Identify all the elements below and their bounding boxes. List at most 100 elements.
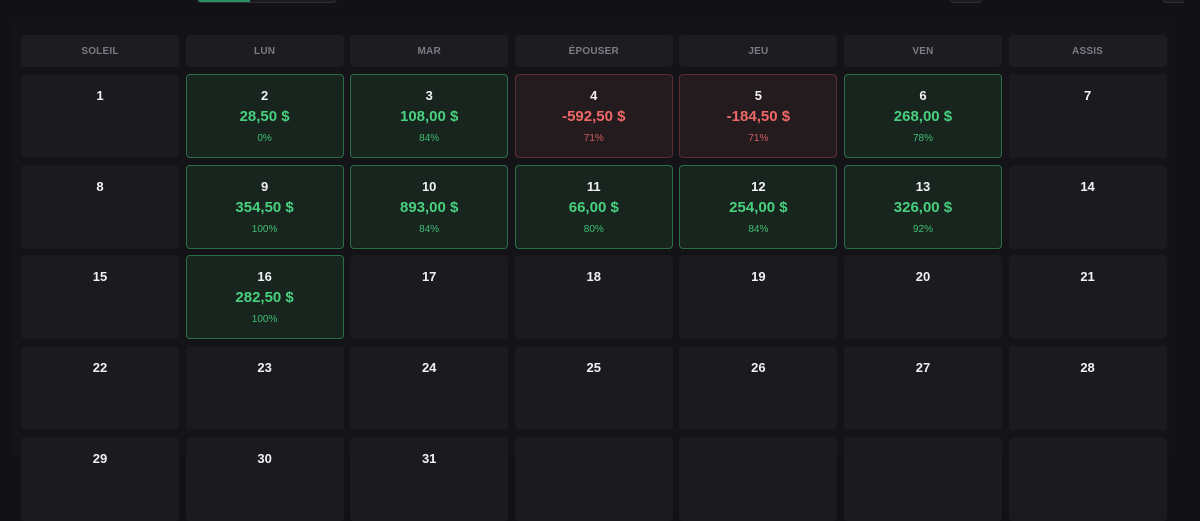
weekday-header: MAR <box>350 35 509 67</box>
day-win-rate: 100% <box>251 223 278 235</box>
day-pnl-amount: 254,00 $ <box>729 198 788 216</box>
day-number: 19 <box>751 269 766 285</box>
calendar-day-cell[interactable]: 16 282,50 $ 100% <box>185 255 344 340</box>
calendar-day-cell[interactable]: 10 893,00 $ 84% <box>350 164 509 249</box>
calendar-day-cell[interactable]: 2 28,50 $ 0% <box>185 73 344 158</box>
calendar-day-cell[interactable]: 17 <box>350 255 509 340</box>
weekday-header: ÉPOUSER <box>514 35 673 67</box>
day-pnl-amount: 108,00 $ <box>399 107 459 125</box>
calendar-day-cell[interactable]: 26 <box>679 346 838 431</box>
day-pnl-amount: 268,00 $ <box>893 107 953 125</box>
day-win-rate: 100% <box>251 314 278 326</box>
calendar-day-cell[interactable] <box>679 436 838 521</box>
calendar-day-cell[interactable] <box>843 436 1002 521</box>
day-number: 23 <box>257 360 272 376</box>
day-number: 13 <box>915 178 931 194</box>
day-number: 11 <box>586 178 601 194</box>
day-number: 24 <box>421 360 437 376</box>
view-toggle-active-segment[interactable] <box>198 0 250 2</box>
calendar-day-cell[interactable]: 7 <box>1008 73 1167 158</box>
calendar-day-cell[interactable]: 31 <box>350 436 509 521</box>
toolbar-button[interactable] <box>950 0 982 3</box>
calendar-day-cell[interactable]: 22 <box>21 346 179 431</box>
calendar-day-cell[interactable]: 12 254,00 $ 84% <box>679 164 838 249</box>
day-number: 31 <box>421 450 437 466</box>
day-number: 20 <box>915 269 931 285</box>
day-number: 8 <box>96 178 104 194</box>
day-number: 29 <box>92 450 108 466</box>
day-number: 18 <box>586 269 602 285</box>
weekday-header: ASSIS <box>1008 35 1167 67</box>
day-number: 7 <box>1083 87 1092 103</box>
day-number: 9 <box>260 178 269 194</box>
day-number: 30 <box>257 450 272 466</box>
day-pnl-amount: 282,50 $ <box>235 289 294 307</box>
calendar-day-cell[interactable]: 18 <box>514 255 673 340</box>
day-pnl-amount: 66,00 $ <box>568 198 619 216</box>
day-win-rate: 92% <box>912 223 933 235</box>
day-win-rate: 71% <box>748 132 769 144</box>
day-number: 25 <box>586 360 602 376</box>
day-pnl-amount: 354,50 $ <box>235 198 294 216</box>
calendar-day-cell[interactable]: 6 268,00 $ 78% <box>843 73 1002 158</box>
calendar-day-cell[interactable]: 25 <box>514 346 673 431</box>
calendar-day-cell[interactable] <box>514 436 673 521</box>
day-win-rate: 84% <box>419 132 440 144</box>
day-pnl-amount: 28,50 $ <box>239 107 290 125</box>
day-pnl-amount: 893,00 $ <box>399 198 459 216</box>
calendar-day-cell[interactable]: 1 <box>21 73 179 158</box>
day-number: 21 <box>1080 269 1095 285</box>
calendar-day-cell[interactable] <box>1008 436 1167 521</box>
top-toolbar <box>0 0 1200 18</box>
calendar-day-cell[interactable]: 4 -592,50 $ 71% <box>514 73 673 158</box>
day-number: 4 <box>590 87 598 103</box>
day-number: 1 <box>96 87 104 103</box>
calendar-day-cell[interactable]: 30 <box>185 436 344 521</box>
calendar-day-cell[interactable]: 8 <box>21 164 179 249</box>
calendar-day-cell[interactable]: 20 <box>843 255 1002 340</box>
day-number: 27 <box>915 360 931 376</box>
weekday-header: VEN <box>843 35 1002 67</box>
calendar-day-cell[interactable]: 24 <box>350 346 509 431</box>
calendar-day-cell[interactable]: 9 354,50 $ 100% <box>185 164 344 249</box>
calendar-day-cell[interactable]: 11 66,00 $ 80% <box>514 164 673 249</box>
day-pnl-amount: 326,00 $ <box>893 198 953 216</box>
calendar-day-cell[interactable]: 3 108,00 $ 84% <box>350 73 509 158</box>
day-number: 12 <box>751 178 766 194</box>
day-number: 22 <box>92 360 108 376</box>
calendar-day-cell[interactable]: 23 <box>185 346 344 431</box>
weekday-header: SOLEIL <box>21 35 179 67</box>
day-pnl-amount: -184,50 $ <box>726 107 791 125</box>
day-number: 17 <box>421 269 437 285</box>
calendar-day-cell[interactable]: 27 <box>843 346 1002 431</box>
day-number: 2 <box>260 87 269 103</box>
day-number: 14 <box>1080 178 1095 194</box>
day-number: 15 <box>92 269 108 285</box>
day-number: 3 <box>425 87 433 103</box>
day-number: 10 <box>421 178 437 194</box>
day-win-rate: 71% <box>583 132 604 144</box>
weekday-header: JEU <box>679 35 838 67</box>
calendar-day-cell[interactable]: 19 <box>679 255 838 340</box>
calendar-day-cell[interactable]: 13 326,00 $ 92% <box>843 164 1002 249</box>
day-pnl-amount: -592,50 $ <box>562 107 626 125</box>
day-number: 26 <box>751 360 766 376</box>
calendar-day-cell[interactable]: 28 <box>1008 346 1167 431</box>
day-win-rate: 80% <box>583 223 604 235</box>
calendar-day-cell[interactable]: 21 <box>1008 255 1167 340</box>
day-win-rate: 0% <box>257 132 272 144</box>
day-number: 16 <box>257 269 272 285</box>
scrollbar-track[interactable] <box>1184 0 1200 447</box>
calendar-day-cell[interactable]: 15 <box>21 255 179 340</box>
day-win-rate: 84% <box>419 223 440 235</box>
calendar-day-cell[interactable]: 14 <box>1008 164 1167 249</box>
calendar-day-cell[interactable]: 29 <box>21 436 179 521</box>
weekday-header: LUN <box>185 35 344 67</box>
calendar-day-cell[interactable]: 5 -184,50 $ 71% <box>679 73 838 158</box>
day-win-rate: 78% <box>912 132 933 144</box>
day-number: 6 <box>919 87 927 103</box>
day-number: 5 <box>754 87 762 103</box>
view-toggle[interactable] <box>197 0 337 3</box>
day-win-rate: 84% <box>748 223 769 235</box>
